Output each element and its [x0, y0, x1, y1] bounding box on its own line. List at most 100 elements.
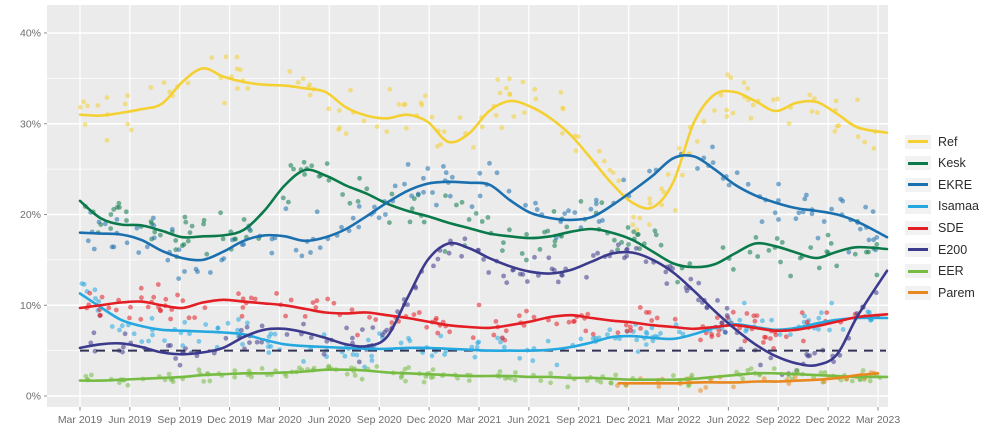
scatter-point	[122, 101, 128, 107]
scatter-point	[779, 240, 785, 245]
trend-line-sde[interactable]	[78, 298, 889, 333]
scatter-point	[599, 200, 605, 206]
scatter-point	[531, 314, 537, 320]
legend-label: Isamaa	[938, 199, 979, 214]
scatter-point	[517, 313, 522, 319]
trend-line-kesk[interactable]	[78, 168, 889, 269]
scatter-point	[628, 328, 633, 333]
scatter-point	[347, 200, 353, 206]
scatter-point	[293, 247, 299, 253]
scatter-point	[218, 210, 224, 216]
scatter-point	[575, 134, 581, 140]
scatter-point	[684, 288, 690, 294]
legend-item-ref[interactable]: Ref	[905, 131, 1000, 153]
scatter-point	[457, 115, 463, 120]
scatter-point	[85, 103, 90, 109]
tick-label-x: Mar 2023	[856, 414, 900, 426]
legend-swatch-isamaa	[908, 205, 928, 209]
scatter-point	[613, 372, 619, 378]
legend-item-kesk[interactable]: Kesk	[905, 153, 1000, 175]
scatter-point	[491, 332, 497, 338]
scatter-point	[658, 330, 663, 336]
legend-item-e200[interactable]: E200	[905, 239, 1000, 261]
legend-item-parem[interactable]: Parem	[905, 282, 1000, 304]
scatter-point	[186, 315, 192, 321]
scatter-point	[280, 195, 286, 201]
legend-key	[905, 134, 931, 149]
scatter-point	[396, 102, 402, 107]
scatter-point	[520, 79, 526, 85]
scatter-point	[724, 107, 730, 113]
scatter-point	[324, 338, 330, 344]
scatter-point	[324, 161, 330, 167]
scatter-point	[373, 317, 379, 322]
scatter-point	[643, 342, 649, 347]
scatter-point	[774, 236, 780, 241]
scatter-point	[687, 261, 693, 267]
scatter-point	[534, 207, 540, 212]
scatter-point	[299, 253, 305, 259]
scatter-point	[695, 166, 700, 171]
scatter-point	[615, 330, 621, 336]
scatter-point	[533, 96, 539, 102]
trend-line-e200[interactable]	[78, 241, 889, 368]
scatter-point	[215, 325, 221, 331]
trend-line-parem[interactable]	[617, 372, 880, 385]
scatter-point	[326, 363, 332, 369]
tick-label-y: 40%	[20, 28, 41, 40]
legend-label: Parem	[938, 285, 975, 300]
trend-line-eer[interactable]	[78, 368, 889, 382]
scatter-point	[772, 210, 778, 216]
scatter-point	[742, 338, 748, 344]
scatter-point	[788, 273, 793, 279]
scatter-point	[284, 332, 290, 337]
chart-canvas: 0% 10% 20% 30% 40% Mar 2019 Jun 2019 Sep 2019 De…	[20, 5, 900, 426]
scatter-point	[82, 122, 88, 127]
scatter-point	[771, 346, 776, 351]
trend-line-ekre[interactable]	[78, 154, 889, 262]
legend-item-isamaa[interactable]: Isamaa	[905, 196, 1000, 218]
scatter-point	[308, 335, 314, 340]
scatter-point	[359, 376, 365, 382]
scatter-point	[449, 174, 455, 180]
scatter-point	[374, 364, 380, 369]
scatter-point	[555, 279, 561, 285]
tick-label-y: 30%	[20, 118, 41, 130]
scatter-point	[111, 244, 117, 250]
scatter-point	[796, 210, 802, 216]
legend-swatch-ref	[908, 140, 928, 144]
scatter-point	[628, 324, 633, 330]
scatter-point	[501, 273, 506, 279]
scatter-point	[560, 130, 565, 136]
scatter-point	[855, 134, 861, 140]
scatter-point	[274, 291, 279, 296]
scatter-point	[775, 96, 781, 102]
scatter-point	[726, 182, 732, 188]
scatter-point	[517, 271, 523, 277]
scatter-point	[252, 296, 258, 302]
scatter-point	[635, 232, 640, 238]
scatter-point	[209, 55, 215, 60]
trend-line-ref[interactable]	[78, 67, 889, 210]
scatter-point	[81, 99, 86, 105]
scatter-point	[549, 266, 555, 272]
scatter-point	[207, 378, 213, 384]
scatter-point	[623, 322, 629, 328]
scatter-point	[474, 344, 480, 350]
tick-label-x: Sep 2020	[357, 414, 402, 426]
scatter-point	[523, 202, 528, 208]
legend-item-eer[interactable]: EER	[905, 261, 1000, 283]
scatter-point	[857, 377, 863, 383]
scatter-point	[360, 327, 365, 332]
legend-item-ekre[interactable]: EKRE	[905, 174, 1000, 196]
scatter-point	[824, 249, 830, 255]
scatter-point	[446, 250, 452, 256]
scatter-point	[479, 124, 485, 130]
scatter-point	[565, 384, 571, 390]
scatter-point	[344, 371, 350, 377]
scatter-point	[552, 243, 557, 249]
tick-label-x: Dec 2021	[606, 414, 651, 426]
scatter-point	[709, 334, 715, 340]
legend-item-sde[interactable]: SDE	[905, 217, 1000, 239]
scatter-point	[507, 227, 512, 233]
